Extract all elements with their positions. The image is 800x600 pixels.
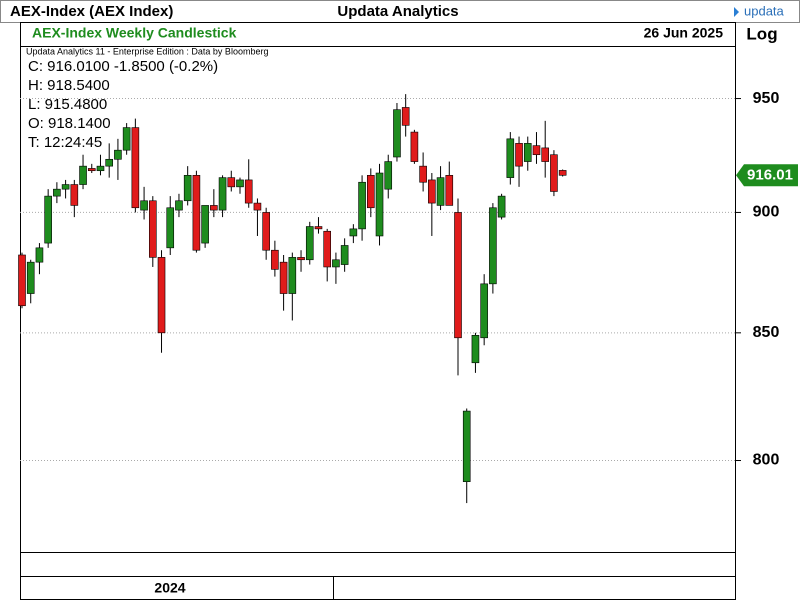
candle-body [61,184,70,190]
candle-body [26,261,35,294]
candle-body [105,158,113,167]
candle-body [140,200,148,211]
logo: updata [744,3,785,18]
candle-body [271,249,279,270]
candle-body [122,127,131,151]
candle-body [35,247,44,263]
candle-body [419,165,427,183]
candle-body [210,205,218,211]
candle-body [462,410,471,482]
candle-body [175,200,183,211]
candle-body [244,179,253,204]
y-tick-label: 800 [753,452,780,469]
last-price-label: 916.01 [747,166,793,183]
candle-body [288,257,297,294]
candle-body [541,147,550,162]
info-line: O: 918.1400 [28,115,111,132]
candle-body [471,335,480,364]
candle-body [375,172,384,237]
y-tick-label: 850 [753,324,780,341]
candle-body [166,207,175,249]
candle-body [262,212,270,251]
candle-body [18,254,26,307]
candle-body [506,138,515,178]
candle-body [393,109,401,158]
chart-date: 26 Jun 2025 [644,25,724,41]
candle-body [131,127,140,209]
period-label: 2024 [154,580,185,596]
candle-body [445,175,454,206]
info-line: H: 918.5400 [28,77,110,94]
scale-label: Log [746,24,777,43]
candle-body [349,228,358,237]
candle-body [183,175,192,202]
candle-body [114,149,122,160]
last-price-tag [736,164,798,187]
candle-body [297,257,305,261]
candle-body [558,170,567,176]
candle-body [436,177,445,206]
candle-body [79,165,87,185]
source-note: Updata Analytics 11 - Enterprise Edition… [26,46,268,56]
candle-body [515,143,523,167]
candle-body [489,207,497,285]
candle-body [323,230,332,268]
candle-body [227,177,236,188]
candle-body [410,131,419,162]
candle-body [305,226,314,261]
candle-body [428,179,436,204]
candle-body [96,165,105,172]
app-name: Updata Analytics [337,3,458,20]
candle-body [550,154,558,192]
candle-body [149,200,157,258]
y-tick-label: 950 [753,90,780,107]
candle-body [279,261,288,294]
candle-body [384,161,393,190]
candle-body [53,188,61,197]
candle-body [192,175,201,251]
candle-body [253,202,262,211]
logo-icon [734,7,739,17]
candle-body [532,145,541,156]
info-line: T: 12:24:45 [28,134,102,151]
candle-body [340,245,349,265]
candle-body [236,179,244,188]
candle-body [366,175,375,209]
candle-body [332,259,340,268]
candle-body [218,177,227,211]
candle-body [70,184,79,206]
info-line: C: 916.0100 -1.8500 (-0.2%) [28,58,218,75]
instrument-name: AEX-Index (AEX Index) [10,3,173,20]
candle-body [314,226,323,230]
candle-body [201,205,209,244]
candle-body [497,195,506,218]
info-line: L: 915.4800 [28,96,107,113]
candle-body [157,257,166,334]
candle-body [44,195,52,244]
y-tick-label: 900 [753,204,780,221]
chart-title: AEX-Index Weekly Candlestick [32,25,237,41]
candle-body [480,283,488,339]
candle-body [523,143,532,162]
candle-body [358,181,366,230]
candle-body [87,168,96,172]
candle-body [401,107,410,126]
candle-body [454,212,462,339]
